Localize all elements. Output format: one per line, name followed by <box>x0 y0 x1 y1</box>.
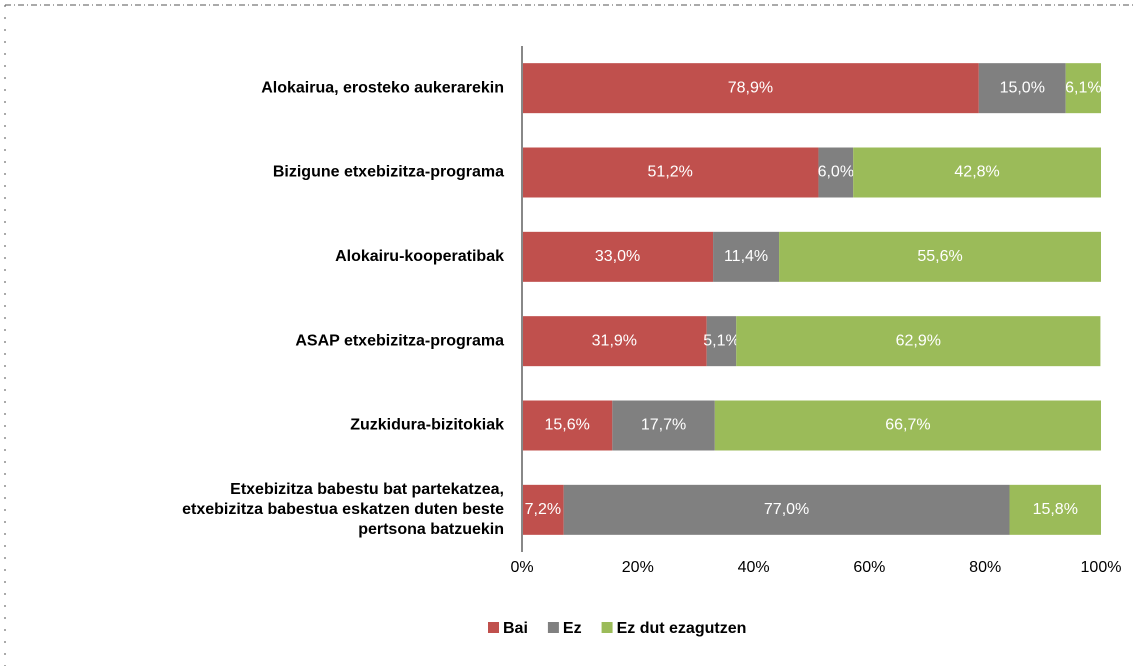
value-label: 55,6% <box>917 248 962 265</box>
category-label: Zuzkidura-bizitokiak <box>350 417 504 434</box>
category-label: ASAP etxebizitza-programa <box>295 332 504 349</box>
value-label: 62,9% <box>896 332 941 349</box>
legend-label: Ez dut ezagutzen <box>617 620 747 637</box>
legend-swatch <box>601 622 613 633</box>
value-label: 5,1% <box>703 332 739 349</box>
value-label: 17,7% <box>641 417 686 434</box>
bar-segment <box>1065 63 1101 114</box>
category-label: Alokairu-kooperatibak <box>335 248 504 265</box>
bar-segment <box>779 231 1101 282</box>
x-tick-label: 60% <box>853 559 885 576</box>
x-tick-label: 0% <box>510 559 533 576</box>
legend-label: Ez <box>563 620 582 637</box>
bar-segment <box>612 400 715 451</box>
bar-segment <box>522 484 564 535</box>
x-tick-label: 40% <box>738 559 770 576</box>
bar-segment <box>522 316 707 367</box>
bar-segment <box>713 231 780 282</box>
value-label: 6,1% <box>1065 79 1101 96</box>
bar-segment <box>522 63 979 114</box>
value-label: 7,2% <box>525 501 561 518</box>
legend-label: Bai <box>503 620 528 637</box>
bar-segment <box>563 484 1010 535</box>
x-tick-label: 20% <box>622 559 654 576</box>
value-label: 77,0% <box>764 501 809 518</box>
bar-segment <box>522 147 819 198</box>
value-label: 42,8% <box>954 164 999 181</box>
value-label: 66,7% <box>885 417 930 434</box>
bar-segment <box>706 316 737 367</box>
bar-segment <box>736 316 1101 367</box>
category-label: Bizigune etxebizitza-programa <box>273 164 504 181</box>
value-label: 78,9% <box>728 79 773 96</box>
bar-segment <box>853 147 1101 198</box>
bar-segment <box>522 400 613 451</box>
bar-segment <box>522 231 714 282</box>
legend-swatch <box>488 622 499 633</box>
value-label: 6,0% <box>818 164 854 181</box>
value-label: 11,4% <box>724 248 768 265</box>
bar-segment <box>978 63 1066 114</box>
bar-segment <box>714 400 1101 451</box>
value-label: 51,2% <box>648 164 693 181</box>
value-label: 15,0% <box>1000 79 1045 96</box>
value-label: 31,9% <box>592 332 637 349</box>
legend-swatch <box>547 622 559 633</box>
x-tick-label: 100% <box>1081 559 1122 576</box>
value-label: 15,6% <box>544 417 589 434</box>
value-label: 33,0% <box>595 248 640 265</box>
bar-segment <box>1009 484 1101 535</box>
bar-segment <box>818 147 854 198</box>
value-label: 15,8% <box>1033 501 1078 518</box>
category-label: Etxebizitza babestu bat partekatzea, etxe… <box>182 481 504 538</box>
x-tick-label: 80% <box>969 559 1001 576</box>
category-label: Alokairua, erosteko aukerarekin <box>261 79 504 96</box>
